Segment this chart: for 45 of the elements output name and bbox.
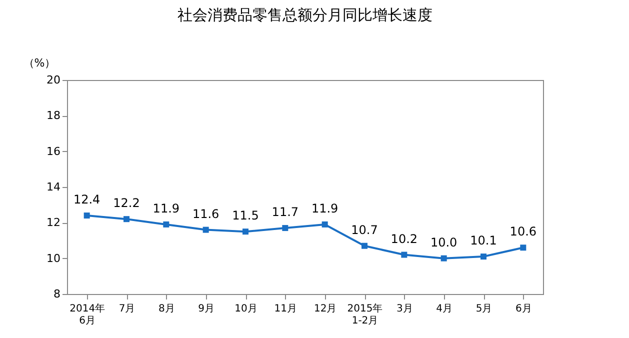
text: 10.7	[351, 222, 378, 237]
text: 10.6	[510, 224, 537, 239]
y-tick-label: 8	[54, 288, 60, 300]
x-tick-label: 7月	[118, 304, 136, 314]
point	[401, 252, 408, 258]
x-tick-label: 11月	[274, 304, 298, 314]
y-tick-label: 20	[46, 74, 60, 86]
text: 11.6	[192, 206, 220, 221]
x-tick-label: 9月	[198, 304, 215, 314]
point	[520, 244, 526, 251]
text: 11.7	[272, 205, 299, 220]
text: 10.0	[430, 235, 458, 250]
y-axis-title: （%）	[23, 56, 56, 70]
y-tick-label: 12	[46, 216, 60, 230]
chart-title: 社会消费品零售总额分月同比增长速度	[178, 6, 432, 24]
x-tick-label: 8月	[158, 304, 175, 314]
x-tick-label: 2014年 6月	[70, 302, 106, 326]
y-tick-label: 10	[46, 252, 60, 265]
point	[322, 221, 328, 228]
point	[124, 216, 130, 222]
text: 10.1	[470, 234, 497, 248]
point	[440, 255, 447, 262]
point	[480, 254, 486, 260]
x-tick-label: 4月	[436, 304, 453, 314]
x-tick-label: 10月	[234, 304, 258, 314]
y-tick-label: 16	[46, 144, 60, 158]
point	[242, 228, 248, 235]
text: 11.9	[311, 201, 338, 216]
text: 10.2	[390, 232, 418, 246]
text: 11.9	[152, 201, 180, 216]
y-tick-label: 18	[46, 109, 60, 122]
y-tick-label: 14	[46, 180, 60, 194]
point	[202, 226, 209, 233]
text: 12.4	[73, 192, 100, 207]
point	[282, 225, 288, 232]
x-tick-label: 5月	[476, 304, 492, 314]
x-tick-label: 6月	[515, 304, 532, 314]
text: 12.2	[113, 196, 140, 210]
x-tick-label: 12月	[314, 304, 337, 314]
point	[84, 212, 90, 219]
text: 11.5	[232, 208, 259, 223]
x-tick-label: 2015年 1-2月	[347, 302, 383, 326]
point	[163, 221, 170, 228]
x-tick-label: 3月	[396, 304, 413, 314]
point	[362, 242, 368, 249]
